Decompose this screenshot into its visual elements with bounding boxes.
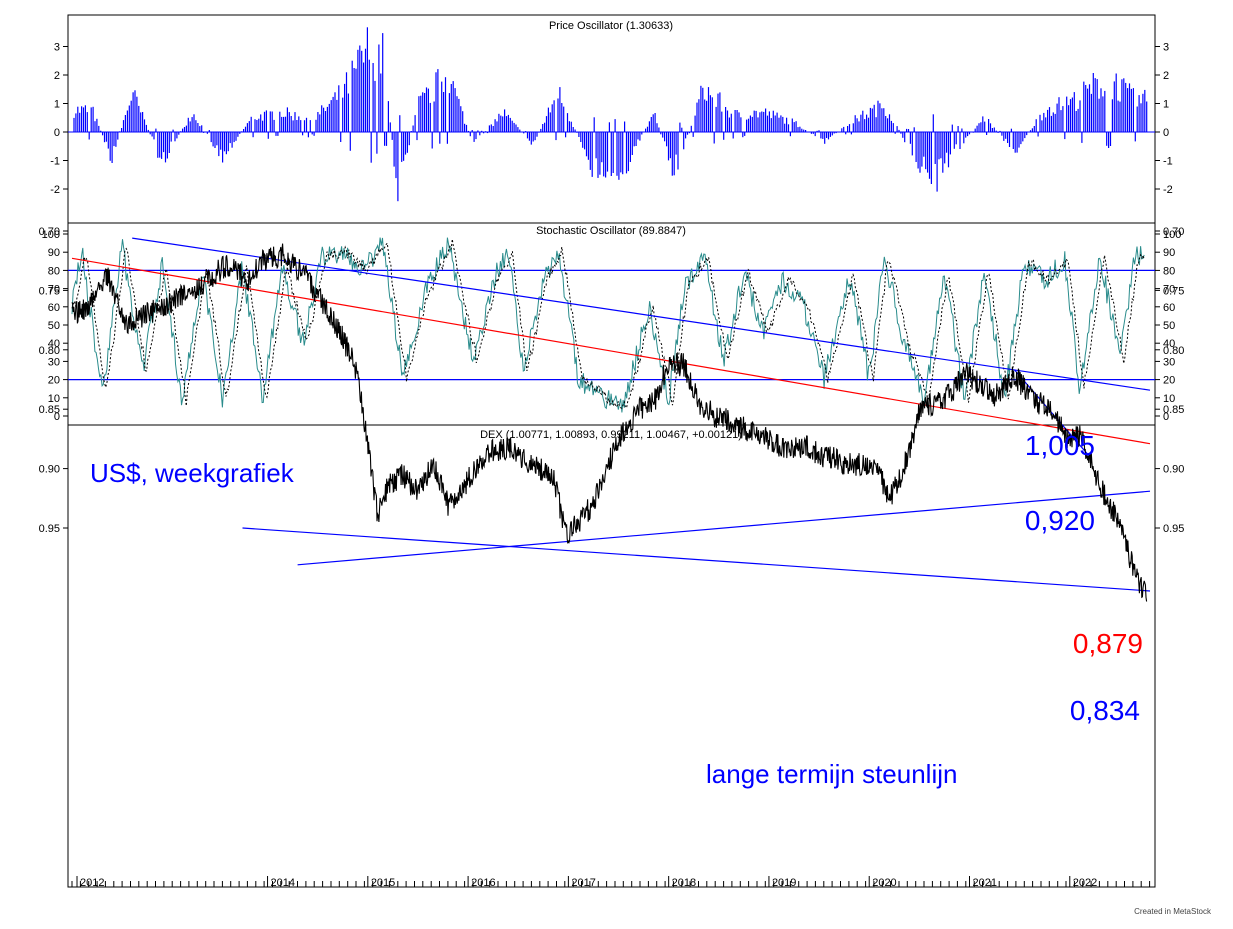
price-oscillator-frame	[67, 14, 1156, 224]
dex-trendline-3	[132, 237, 1151, 391]
st-ytick-right-3: 70	[1163, 284, 1175, 296]
st-ytick-left-2: 80	[48, 265, 60, 277]
po-ytick-left-2: 1	[54, 99, 60, 111]
dex-xtick-label-0: 2012	[80, 877, 104, 889]
st-ytick-right-1: 90	[1163, 247, 1175, 259]
dex-annotations: US$, weekgrafiek 1,005 0,920 0,879 0,834 lang…	[90, 430, 1143, 789]
st-ytick-right-5: 50	[1163, 320, 1175, 332]
dex-title: DEX (1.00771, 1.00893, 0.99211, 1.00467,…	[480, 429, 742, 441]
stochastic-k-line	[71, 237, 1145, 413]
po-ytick-left-5: -2	[50, 184, 60, 196]
price-oscillator-title: Price Oscillator (1.30633)	[549, 20, 673, 32]
dex-ytick-left-5: 0.70	[39, 226, 60, 238]
st-ytick-right-8: 20	[1163, 375, 1175, 387]
price-oscillator-panel: Price Oscillator (1.30633) 3 3 2 2 1 1 0 0 -1 -1 -…	[50, 14, 1173, 224]
stochastic-lines	[71, 237, 1145, 413]
dex-ytick-left-0: 0.95	[39, 523, 60, 535]
st-ytick-left-7: 30	[48, 356, 60, 368]
dex-xtick-label-2: 2015	[371, 877, 395, 889]
dex-ytick-right-4: 0.75	[1163, 285, 1184, 297]
po-ytick-right-5: -2	[1163, 184, 1173, 196]
dex-trendline-1	[297, 490, 1151, 566]
st-ytick-right-7: 30	[1163, 356, 1175, 368]
dex-xtick-label-4: 2017	[571, 877, 595, 889]
st-ytick-left-5: 50	[48, 320, 60, 332]
po-ytick-left-0: 3	[54, 42, 60, 54]
dex-xtick-label-9: 2022	[1073, 877, 1097, 889]
po-ytick-right-2: 1	[1163, 99, 1169, 111]
dex-trendline-2	[71, 257, 1151, 445]
dex-x-axis: 2012 2014 2015 2016 2017 2018 2019 2020 2021 2022	[71, 876, 1151, 889]
dex-annotation-4: 0,834	[1070, 695, 1140, 726]
dex-trendlines	[71, 237, 1151, 592]
po-ytick-left-1: 2	[54, 70, 60, 82]
st-ytick-left-8: 20	[48, 375, 60, 387]
st-ytick-left-9: 10	[48, 393, 60, 405]
dex-annotation-1: 1,005	[1025, 430, 1095, 461]
dex-ytick-right-0: 0.95	[1163, 523, 1184, 535]
st-ytick-right-4: 60	[1163, 302, 1175, 314]
po-ytick-right-4: -1	[1163, 156, 1173, 168]
dex-annotation-2: 0,920	[1025, 505, 1095, 536]
st-ytick-right-2: 80	[1163, 265, 1175, 277]
dex-ytick-left-1: 0.90	[39, 464, 60, 476]
dex-ytick-left-2: 0.85	[39, 404, 60, 416]
dex-xtick-label-3: 2016	[471, 877, 495, 889]
dex-axis: 0.95 0.95 0.90 0.90 0.85 0.85 0.80 0.80 0.75 0.75…	[39, 226, 1185, 535]
dex-frame	[67, 424, 1156, 888]
po-ytick-right-3: 0	[1163, 127, 1169, 139]
po-ytick-left-3: 0	[54, 127, 60, 139]
dex-annotation-3: 0,879	[1073, 628, 1143, 659]
st-ytick-right-10: 0	[1163, 411, 1169, 423]
po-ytick-right-0: 3	[1163, 42, 1169, 54]
po-ytick-right-1: 2	[1163, 70, 1169, 82]
created-in-credit: Created in MetaStock	[1134, 907, 1211, 916]
dex-annotation-0: US$, weekgrafiek	[90, 458, 295, 488]
stochastic-oscillator-panel: Stochastic Oscillator (89.8847) 100 10090…	[42, 222, 1181, 426]
st-ytick-left-4: 60	[48, 302, 60, 314]
dex-ytick-right-5: 0.70	[1163, 226, 1184, 238]
stochastic-d-line	[71, 239, 1145, 409]
dex-ytick-left-4: 0.75	[39, 285, 60, 297]
st-ytick-left-3: 70	[48, 284, 60, 296]
dex-ytick-right-3: 0.80	[1163, 345, 1184, 357]
dex-xtick-label-5: 2018	[672, 877, 696, 889]
dex-trendline-0	[242, 527, 1151, 592]
st-ytick-left-6: 40	[48, 338, 60, 350]
dex-xtick-label-7: 2020	[872, 877, 896, 889]
dex-panel: DEX (1.00771, 1.00893, 0.99211, 1.00467,…	[39, 226, 1185, 889]
dex-annotation-5: lange termijn steunlijn	[706, 759, 957, 789]
st-ytick-left-1: 90	[48, 247, 60, 259]
st-ytick-right-0: 100	[1163, 229, 1181, 241]
dex-price-series	[71, 243, 1148, 602]
stochastic-title: Stochastic Oscillator (89.8847)	[536, 225, 686, 237]
dex-ytick-left-3: 0.80	[39, 345, 60, 357]
dex-ytick-right-2: 0.85	[1163, 404, 1184, 416]
st-ytick-right-9: 10	[1163, 393, 1175, 405]
st-ytick-right-6: 40	[1163, 338, 1175, 350]
dex-xtick-label-1: 2014	[271, 877, 295, 889]
dex-xtick-label-8: 2021	[972, 877, 996, 889]
st-ytick-left-10: 0	[54, 411, 60, 423]
dex-xtick-label-6: 2019	[772, 877, 796, 889]
st-ytick-left-0: 100	[42, 229, 60, 241]
price-oscillator-bars	[73, 27, 1148, 202]
dex-ytick-right-1: 0.90	[1163, 464, 1184, 476]
dex-price-line	[71, 243, 1148, 602]
po-ytick-left-4: -1	[50, 156, 60, 168]
